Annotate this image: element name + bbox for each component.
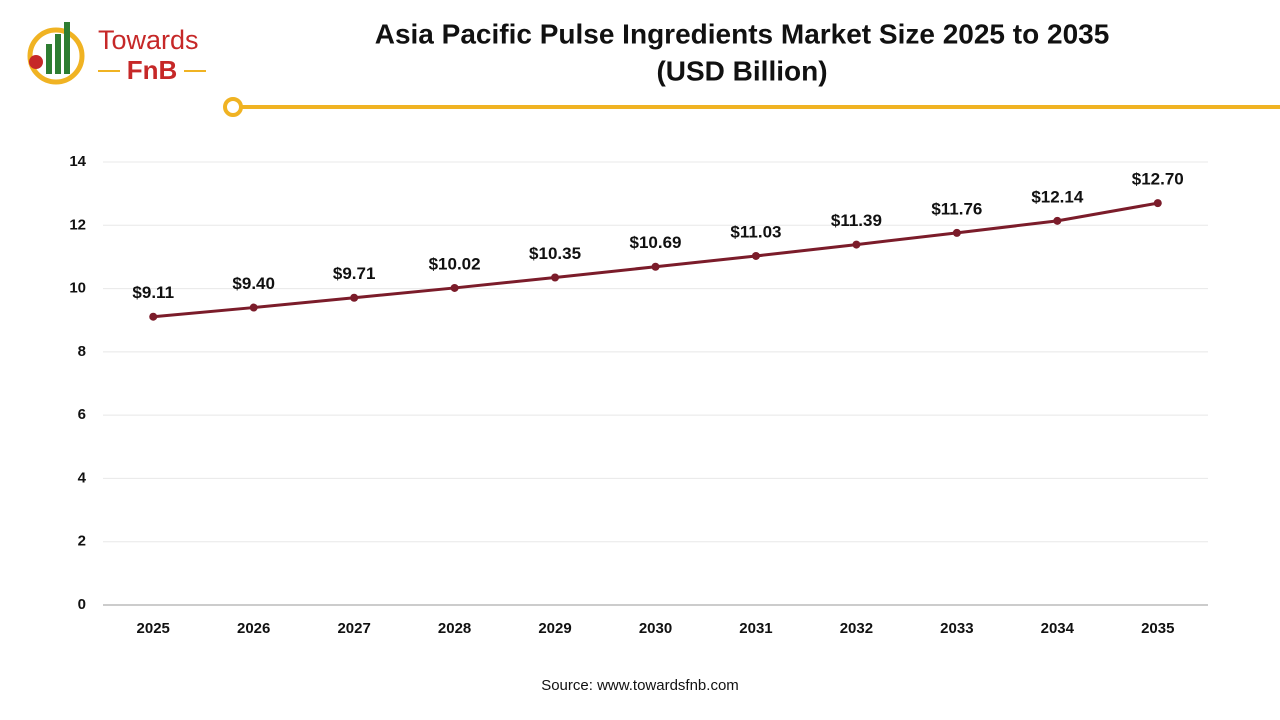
x-tick-label: 2031 <box>739 620 772 637</box>
data-point <box>1053 216 1062 225</box>
logo-bar <box>55 34 61 74</box>
data-label: $9.71 <box>333 264 376 283</box>
data-label: $10.02 <box>429 254 481 273</box>
x-tick-label: 2027 <box>337 620 370 637</box>
y-tick-label: 0 <box>78 596 86 613</box>
data-label: $11.76 <box>931 199 982 218</box>
data-point <box>350 293 359 302</box>
y-tick-label: 10 <box>69 280 86 297</box>
chart-subtitle: (USD Billion) <box>656 55 827 86</box>
data-label: $12.14 <box>1031 187 1084 206</box>
y-tick-label: 8 <box>78 343 86 360</box>
x-tick-label: 2025 <box>137 620 170 637</box>
y-tick-label: 14 <box>69 153 86 170</box>
data-point <box>249 303 258 312</box>
y-tick-label: 12 <box>69 216 86 233</box>
x-tick-label: 2026 <box>237 620 270 637</box>
source-note: Source: www.towardsfnb.com <box>541 677 739 694</box>
data-point <box>450 283 459 292</box>
logo-tag: FnB <box>127 55 178 85</box>
logo: Towards FnB <box>27 22 206 85</box>
x-tick-label: 2034 <box>1041 620 1075 637</box>
x-tick-label: 2029 <box>538 620 571 637</box>
data-point <box>852 240 861 249</box>
data-label: $9.40 <box>232 274 275 293</box>
data-label: $10.35 <box>529 244 581 263</box>
data-point <box>149 312 158 321</box>
x-tick-label: 2033 <box>940 620 973 637</box>
data-point <box>551 273 560 282</box>
y-tick-label: 6 <box>78 406 86 423</box>
x-tick-label: 2030 <box>639 620 672 637</box>
data-point <box>651 262 660 271</box>
logo-ring <box>27 27 85 85</box>
y-tick-label: 2 <box>78 533 86 550</box>
logo-bar <box>64 22 70 74</box>
logo-name: Towards <box>98 25 199 55</box>
x-tick-label: 2028 <box>438 620 471 637</box>
data-point <box>1153 199 1162 208</box>
y-tick-label: 4 <box>78 469 87 486</box>
data-line <box>153 201 1159 319</box>
chart-title: Asia Pacific Pulse Ingredients Market Si… <box>375 18 1110 49</box>
logo-dot <box>29 55 43 69</box>
data-label: $9.11 <box>132 283 174 302</box>
data-point <box>751 251 760 260</box>
data-label: $11.03 <box>730 222 781 241</box>
data-point <box>952 228 961 237</box>
data-label: $10.69 <box>630 233 682 252</box>
data-label: $11.39 <box>831 211 882 230</box>
logo-bar <box>46 44 52 74</box>
data-label: $12.70 <box>1132 170 1184 189</box>
x-tick-label: 2035 <box>1141 620 1174 637</box>
header-dot <box>223 97 243 117</box>
x-tick-label: 2032 <box>840 620 873 637</box>
